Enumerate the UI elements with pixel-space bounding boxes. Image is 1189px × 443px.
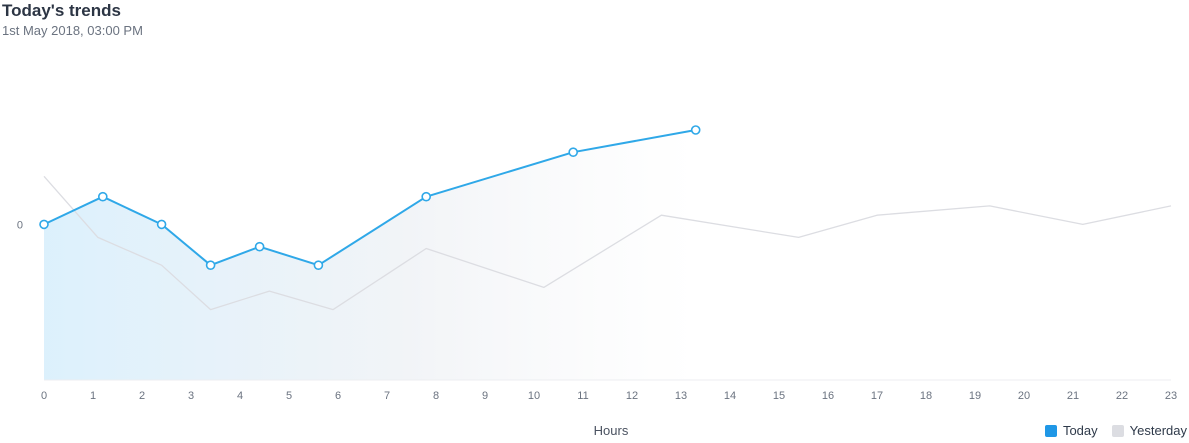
x-tick-labels: 0 1 2 3 4 5 6 7 8 9 10 11 12 13 14 15 16 17 18 19 20 21 22 23: [41, 390, 1177, 402]
x-tick-label: 13: [675, 390, 687, 402]
legend-swatch-today: [1044, 424, 1057, 437]
chart-title: Today's trends: [2, 1, 121, 20]
x-tick-label: 18: [920, 390, 932, 402]
today-point: [690, 125, 701, 135]
legend-label-today: Today: [1062, 423, 1098, 438]
x-tick-label: 8: [433, 390, 439, 402]
x-tick-label: 11: [577, 390, 588, 402]
x-tick-label: 10: [528, 390, 540, 402]
y-tick-labels: 0: [17, 219, 23, 231]
x-tick-label: 12: [626, 390, 638, 402]
today-point: [313, 260, 324, 271]
y-tick-label: 0: [17, 219, 23, 231]
today-point: [254, 241, 265, 252]
x-tick-label: 16: [822, 390, 834, 402]
legend: Today Yesterday: [1044, 423, 1187, 438]
x-tick-label: 3: [188, 390, 194, 402]
x-tick-label: 7: [384, 390, 390, 402]
x-tick-label: 5: [286, 390, 292, 402]
x-tick-label: 4: [237, 390, 243, 402]
x-tick-label: 21: [1067, 390, 1079, 402]
x-tick-label: 15: [773, 390, 785, 402]
today-point: [421, 191, 432, 202]
x-tick-label: 6: [335, 390, 341, 402]
today-area-group: [44, 130, 696, 380]
today-point: [568, 147, 579, 157]
x-tick-label: 9: [482, 390, 488, 402]
x-tick-label: 0: [41, 390, 47, 402]
today-point: [98, 191, 108, 202]
legend-label-yesterday: Yesterday: [1129, 423, 1187, 438]
today-point: [205, 260, 216, 271]
legend-item-today[interactable]: Today: [1044, 423, 1098, 438]
x-tick-label: 1: [90, 390, 96, 402]
x-tick-label: 14: [724, 390, 736, 402]
chart-header: Today's trends 1st May 2018, 03:00 PM: [2, 0, 143, 40]
x-tick-label: 22: [1116, 390, 1128, 402]
x-tick-label: 2: [139, 390, 145, 402]
x-tick-label: 17: [871, 390, 883, 402]
today-area: [44, 130, 696, 380]
legend-item-yesterday[interactable]: Yesterday: [1111, 423, 1187, 438]
x-tick-label: 23: [1165, 390, 1177, 402]
x-axis-title: Hours: [594, 423, 629, 438]
legend-swatch-yesterday: [1111, 424, 1124, 437]
x-tick-label: 20: [1018, 390, 1030, 402]
today-markers-group: [39, 125, 701, 271]
x-tick-label: 19: [969, 390, 981, 402]
today-point: [156, 219, 167, 230]
today-point: [39, 219, 49, 230]
chart-subtitle: 1st May 2018, 03:00 PM: [2, 23, 143, 38]
yesterday-line: [43, 175, 1172, 311]
